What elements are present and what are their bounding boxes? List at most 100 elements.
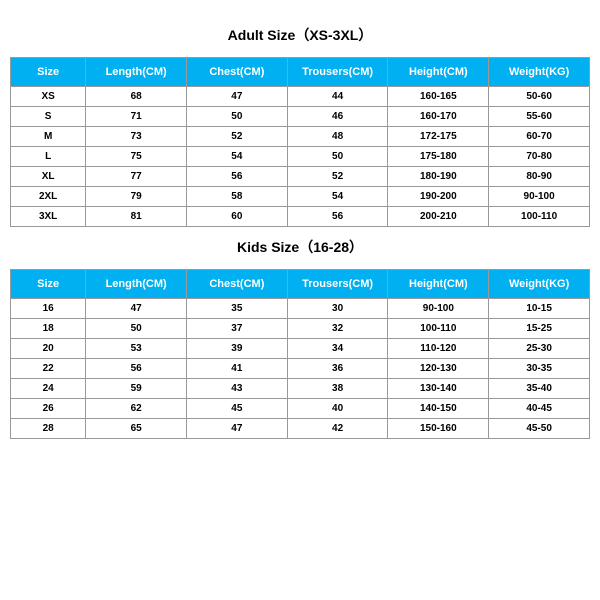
table-cell: 180-190 <box>388 167 489 187</box>
table-cell: 56 <box>86 359 187 379</box>
table-cell: S <box>11 107 86 127</box>
table-cell: 79 <box>86 187 187 207</box>
table-cell: 47 <box>187 87 288 107</box>
table-cell: 52 <box>187 127 288 147</box>
table-cell: 40 <box>287 399 388 419</box>
table-cell: 172-175 <box>388 127 489 147</box>
table-row: XL775652180-19080-90 <box>11 167 590 187</box>
table-cell: 35 <box>187 299 288 319</box>
table-cell: 54 <box>187 147 288 167</box>
column-header: Chest(CM) <box>187 270 288 299</box>
table-cell: 50 <box>287 147 388 167</box>
column-header: Height(CM) <box>388 58 489 87</box>
column-header: Length(CM) <box>86 58 187 87</box>
table-cell: 41 <box>187 359 288 379</box>
table-cell: 90-100 <box>388 299 489 319</box>
table-row: M735248172-17560-70 <box>11 127 590 147</box>
column-header: Weight(KG) <box>489 58 590 87</box>
table-cell: 73 <box>86 127 187 147</box>
table-cell: 32 <box>287 319 388 339</box>
table-title: Adult Size（XS-3XL） <box>10 15 590 57</box>
column-header: Length(CM) <box>86 270 187 299</box>
column-header: Weight(KG) <box>489 270 590 299</box>
table-cell: 71 <box>86 107 187 127</box>
table-row: XS684744160-16550-60 <box>11 87 590 107</box>
table-cell: 24 <box>11 379 86 399</box>
table-row: 2XL795854190-20090-100 <box>11 187 590 207</box>
table-cell: 47 <box>187 419 288 439</box>
table-cell: 200-210 <box>388 207 489 227</box>
table-cell: 44 <box>287 87 388 107</box>
table-cell: 35-40 <box>489 379 590 399</box>
table-cell: 43 <box>187 379 288 399</box>
table-cell: 34 <box>287 339 388 359</box>
table-cell: M <box>11 127 86 147</box>
table-cell: 10-15 <box>489 299 590 319</box>
table-cell: 37 <box>187 319 288 339</box>
column-header: Size <box>11 270 86 299</box>
table-cell: XL <box>11 167 86 187</box>
table-cell: 50-60 <box>489 87 590 107</box>
table-row: 20533934110-12025-30 <box>11 339 590 359</box>
table-cell: 18 <box>11 319 86 339</box>
table-cell: 45-50 <box>489 419 590 439</box>
table-row: L755450175-18070-80 <box>11 147 590 167</box>
table-cell: 80-90 <box>489 167 590 187</box>
table-cell: 30 <box>287 299 388 319</box>
column-header: Chest(CM) <box>187 58 288 87</box>
table-cell: 110-120 <box>388 339 489 359</box>
table-row: 22564136120-13030-35 <box>11 359 590 379</box>
table-cell: 30-35 <box>489 359 590 379</box>
table-cell: 42 <box>287 419 388 439</box>
table-cell: 25-30 <box>489 339 590 359</box>
table-cell: 140-150 <box>388 399 489 419</box>
table-cell: 22 <box>11 359 86 379</box>
table-cell: 58 <box>187 187 288 207</box>
table-cell: 15-25 <box>489 319 590 339</box>
table-cell: 130-140 <box>388 379 489 399</box>
table-cell: 50 <box>86 319 187 339</box>
table-cell: 100-110 <box>388 319 489 339</box>
table-cell: 175-180 <box>388 147 489 167</box>
table-cell: 160-165 <box>388 87 489 107</box>
table-cell: 60-70 <box>489 127 590 147</box>
table-row: 26624540140-15040-45 <box>11 399 590 419</box>
column-header: Trousers(CM) <box>287 270 388 299</box>
table-cell: 26 <box>11 399 86 419</box>
table-cell: 28 <box>11 419 86 439</box>
table-row: 1647353090-10010-15 <box>11 299 590 319</box>
table-title: Kids Size（16-28） <box>10 227 590 269</box>
table-cell: 52 <box>287 167 388 187</box>
table-cell: 47 <box>86 299 187 319</box>
table-cell: 16 <box>11 299 86 319</box>
column-header: Height(CM) <box>388 270 489 299</box>
table-cell: 39 <box>187 339 288 359</box>
table-cell: 68 <box>86 87 187 107</box>
table-cell: 48 <box>287 127 388 147</box>
table-cell: 53 <box>86 339 187 359</box>
table-cell: 36 <box>287 359 388 379</box>
table-cell: 81 <box>86 207 187 227</box>
table-cell: 55-60 <box>489 107 590 127</box>
table-cell: 46 <box>287 107 388 127</box>
table-cell: 120-130 <box>388 359 489 379</box>
size-table: SizeLength(CM)Chest(CM)Trousers(CM)Heigh… <box>10 269 590 439</box>
table-cell: 56 <box>287 207 388 227</box>
table-cell: 45 <box>187 399 288 419</box>
table-cell: 190-200 <box>388 187 489 207</box>
table-cell: 90-100 <box>489 187 590 207</box>
table-cell: 2XL <box>11 187 86 207</box>
size-table: SizeLength(CM)Chest(CM)Trousers(CM)Heigh… <box>10 57 590 227</box>
table-cell: 3XL <box>11 207 86 227</box>
table-cell: 62 <box>86 399 187 419</box>
table-cell: 56 <box>187 167 288 187</box>
table-cell: 60 <box>187 207 288 227</box>
table-cell: 20 <box>11 339 86 359</box>
table-cell: 77 <box>86 167 187 187</box>
table-cell: L <box>11 147 86 167</box>
table-row: 3XL816056200-210100-110 <box>11 207 590 227</box>
table-cell: 59 <box>86 379 187 399</box>
column-header: Trousers(CM) <box>287 58 388 87</box>
table-cell: 54 <box>287 187 388 207</box>
table-cell: 50 <box>187 107 288 127</box>
